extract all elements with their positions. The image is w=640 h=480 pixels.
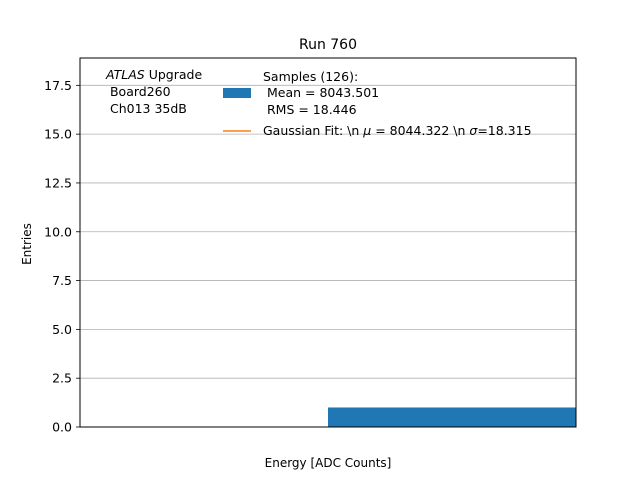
plot-frame (79, 57, 577, 428)
legend-fit-sigma: σ (469, 123, 478, 138)
legend-fit-label: Gaussian Fit: \n μ = 8044.322 \n σ=18.31… (263, 123, 532, 138)
chart-title: Run 760 (299, 37, 357, 53)
legend-fit-prefix: Gaussian Fit: \n (263, 123, 363, 138)
legend-fit-suffix: =18.315 (477, 123, 531, 138)
y-tick-label: 2.5 (52, 371, 72, 386)
y-tick-label: 17.5 (44, 78, 72, 93)
y-tick-label: 15.0 (44, 127, 72, 142)
annotation-line-2: Board260 (106, 84, 171, 99)
legend-hist-line-1: Samples (126): (263, 69, 358, 84)
legend-hist-swatch (223, 88, 251, 98)
y-axis-label: Entries (20, 223, 34, 265)
annotation-atlas: ATLAS (105, 67, 145, 82)
y-tick-label: 10.0 (44, 224, 72, 239)
y-tick-label: 0.0 (52, 420, 72, 435)
histogram-bar (328, 407, 576, 427)
annotation-line-3: Ch013 35dB (106, 101, 187, 116)
y-tick-label: 7.5 (52, 273, 72, 288)
atlas-annotation: ATLAS Upgrade Board260 Ch013 35dB (105, 67, 202, 116)
annotation-line-1: ATLAS Upgrade (105, 67, 202, 82)
y-tick-label: 12.5 (44, 175, 72, 190)
legend-hist-line-2: Mean = 8043.501 (263, 85, 379, 100)
y-axis-ticks: 0.0 2.5 5.0 7.5 10.0 12.5 15.0 17.5 (44, 78, 80, 435)
x-axis-label: Energy [ADC Counts] (265, 456, 392, 470)
legend-fit-mid: = 8044.322 \n (371, 123, 469, 138)
y-tick-label: 5.0 (52, 322, 72, 337)
legend-hist-line-3: RMS = 18.446 (263, 102, 357, 117)
legend-fit-mu: μ (362, 123, 371, 138)
annotation-upgrade: Upgrade (145, 67, 203, 82)
histogram-bars (328, 407, 576, 427)
legend: Samples (126): Mean = 8043.501 RMS = 18.… (223, 69, 532, 138)
